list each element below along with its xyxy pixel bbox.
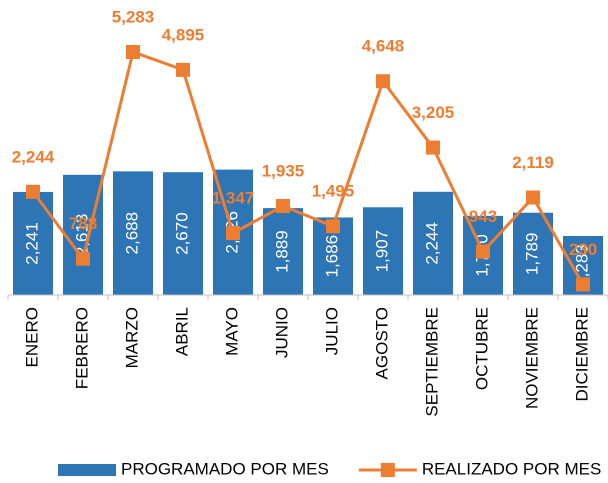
x-tick-label: AGOSTO	[372, 307, 391, 379]
line-value-label: 943	[469, 207, 497, 226]
bar	[413, 191, 453, 295]
bar	[63, 174, 103, 295]
line-marker	[576, 277, 590, 292]
line-marker	[176, 62, 190, 77]
line-value-label: 2,119	[512, 153, 554, 172]
bar-value-label: 1,686	[322, 235, 341, 278]
bar	[513, 212, 553, 295]
bar	[363, 207, 403, 295]
x-tick-label: OCTUBRE	[472, 307, 491, 390]
line-value-label: 1,935	[262, 161, 305, 180]
line-marker	[126, 45, 140, 59]
legend-marker	[380, 463, 395, 477]
line-value-label: 3,205	[412, 103, 455, 122]
x-tick-label: MAYO	[222, 307, 241, 356]
line-marker	[476, 244, 490, 259]
line-value-label: 2,244	[12, 147, 55, 166]
legend-label: PROGRAMADO POR MES	[121, 459, 329, 478]
x-tick-label: MARZO	[122, 307, 141, 368]
line-marker	[276, 198, 290, 213]
line-marker	[76, 251, 90, 266]
line-value-label: 1,495	[312, 182, 355, 201]
bar-value-label: 2,241	[22, 222, 41, 265]
line-marker	[376, 74, 390, 89]
x-tick-label: FEBRERO	[72, 307, 91, 389]
line-marker	[26, 184, 40, 199]
x-tick-label: JULIO	[322, 307, 341, 355]
line-value-label: 5,283	[112, 7, 155, 26]
bar	[263, 208, 303, 295]
bar	[113, 171, 153, 295]
line-value-label: 4,648	[362, 37, 405, 56]
x-tick-label: DICIEMBRE	[572, 307, 591, 401]
bar-value-label: 1,789	[522, 233, 541, 276]
line-marker	[226, 226, 240, 241]
line-marker	[426, 140, 440, 155]
legend-label: REALIZADO POR MES	[422, 459, 601, 478]
bar-value-label: 1,907	[372, 230, 391, 273]
line-value-label: 4,895	[162, 25, 205, 44]
line-marker	[526, 190, 540, 205]
bar	[163, 172, 203, 295]
x-tick-label: JUNIO	[272, 307, 291, 358]
x-tick-label: SEPTIEMBRE	[422, 307, 441, 417]
line-marker	[326, 219, 340, 234]
bar-value-label: 2,244	[422, 222, 441, 265]
line-value-label: 1,347	[212, 189, 255, 208]
x-tick-label: NOVIEMBRE	[522, 307, 541, 409]
line-value-label: 230	[569, 240, 597, 259]
line	[31, 50, 585, 286]
bar-value-label: 2,688	[122, 212, 141, 255]
line-value-label: 788	[69, 214, 97, 233]
bar-value-label: 1,889	[272, 230, 291, 273]
legend-swatch	[58, 464, 116, 476]
bar-value-label: 2,670	[172, 212, 191, 255]
x-tick-label: ENERO	[22, 307, 41, 367]
x-tick-label: ABRIL	[172, 307, 191, 356]
